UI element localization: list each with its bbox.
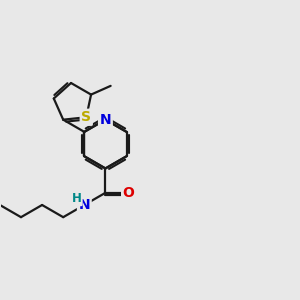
Text: H: H [71,192,81,205]
Text: S: S [81,110,91,124]
Text: N: N [79,198,90,212]
Text: N: N [100,113,111,127]
Text: O: O [123,186,134,200]
